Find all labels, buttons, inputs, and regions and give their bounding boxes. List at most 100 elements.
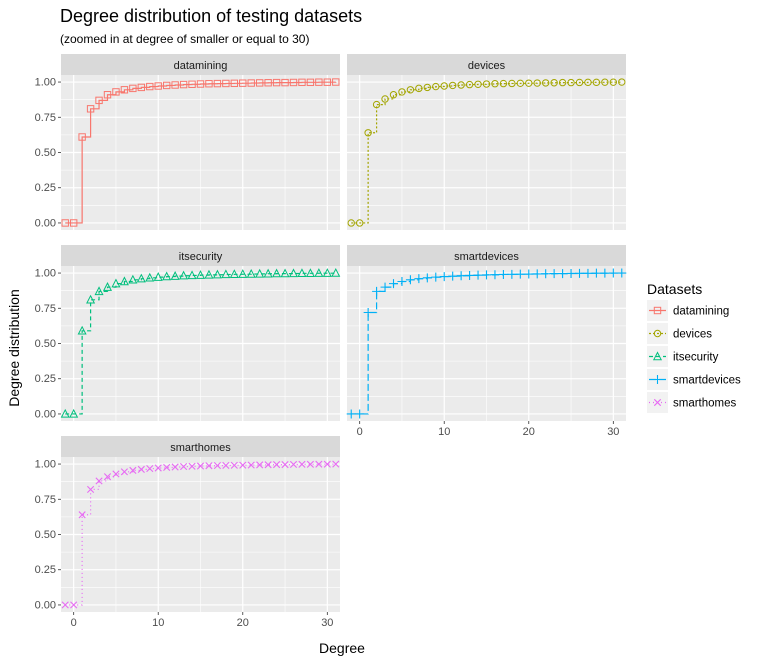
data-point (171, 463, 179, 471)
data-point (179, 80, 188, 89)
data-point (103, 473, 112, 481)
facet-strip (347, 245, 626, 266)
data-point (61, 601, 69, 609)
gridlines (61, 457, 340, 612)
data-point (188, 462, 196, 470)
y-tick-label: 0.25 (35, 564, 56, 576)
data-point (363, 308, 373, 317)
data-point (347, 219, 355, 227)
facet-strip-label: datamining (174, 60, 228, 72)
data-point (239, 461, 247, 469)
gridlines (347, 75, 626, 230)
data-point (533, 79, 541, 87)
facet-strip-label: smarthomes (170, 442, 231, 454)
chart-title: Degree distribution of testing datasets (60, 6, 362, 26)
facet-strip-label: itsecurity (179, 251, 223, 263)
data-point (239, 79, 247, 87)
data-point (128, 274, 138, 284)
data-point (222, 79, 230, 88)
data-point (465, 270, 475, 280)
data-point (112, 470, 120, 478)
data-point (297, 268, 307, 278)
data-point (405, 275, 415, 285)
data-point (600, 268, 610, 278)
data-point (154, 82, 162, 90)
data-point (549, 269, 559, 279)
legend-item-smarthomes: smarthomes (647, 392, 737, 413)
x-axis-label: Degree (319, 640, 365, 656)
data-point (170, 271, 180, 280)
legend-key-marker (653, 375, 662, 384)
data-point (195, 270, 206, 279)
y-tick-label: 1.00 (35, 77, 56, 89)
data-point (381, 95, 389, 103)
y-tick-label: 0.75 (35, 303, 56, 315)
legend: Datasets datamining devices itsecurity smar… (647, 281, 741, 413)
data-point (77, 325, 87, 335)
data-point (137, 83, 146, 92)
series-line-devices (351, 81, 623, 224)
data-point (246, 268, 256, 278)
legend-item-datamining: datamining (647, 300, 729, 321)
data-point (305, 268, 315, 278)
data-point (323, 460, 331, 468)
y-tick-label: 0.25 (35, 373, 56, 385)
data-point (532, 269, 542, 279)
data-point (516, 79, 525, 88)
legend-item-smartdevices: smartdevices (647, 369, 741, 390)
data-point (272, 268, 282, 278)
data-point (592, 78, 601, 87)
chart-subtitle: (zoomed in at degree of smaller or equal… (60, 32, 309, 46)
data-point (524, 269, 534, 279)
x-tick-label: 30 (607, 426, 619, 438)
legend-item-devices: devices (647, 323, 712, 344)
data-point (541, 79, 550, 87)
data-point (364, 129, 372, 137)
data-point (575, 78, 584, 87)
data-point (264, 79, 272, 87)
x-tick-label: 20 (237, 617, 249, 629)
data-point (491, 80, 499, 88)
data-point (95, 477, 103, 485)
data-point (120, 468, 128, 476)
facet-strip-label: smartdevices (454, 251, 519, 263)
data-point (61, 219, 69, 227)
data-point (423, 83, 432, 92)
data-point (86, 294, 96, 304)
legend-label: devices (673, 329, 712, 341)
data-point (162, 81, 171, 90)
data-point (389, 91, 398, 99)
series-points-smartdevices (346, 268, 627, 419)
facet-itsecurity: itsecurity 0.00 0.25 0.50 0.75 1.00 (35, 245, 341, 421)
data-point (205, 80, 213, 88)
data-point (129, 466, 137, 474)
data-point (247, 79, 255, 87)
data-point (112, 88, 120, 96)
data-point (162, 271, 172, 281)
data-point (331, 267, 341, 277)
facet-strip-label: devices (468, 60, 506, 72)
legend-title: Datasets (647, 281, 702, 297)
legend-label: datamining (673, 306, 729, 318)
data-point (69, 219, 78, 227)
data-point (498, 269, 508, 279)
y-tick-label: 1.00 (35, 459, 56, 471)
data-point (406, 86, 415, 94)
series-points-itsecurity (60, 267, 341, 418)
data-point (204, 269, 214, 279)
facet-strip (61, 245, 340, 266)
x-tick-label: 30 (321, 617, 333, 629)
x-tick-label: 10 (438, 426, 450, 438)
facet-strip (61, 54, 340, 75)
data-point (315, 460, 323, 468)
data-point (137, 465, 145, 473)
x-tick-label: 10 (152, 617, 164, 629)
facet-devices: devices (347, 54, 626, 230)
data-point (322, 268, 332, 277)
legend-key-marker (653, 329, 662, 338)
data-point (583, 268, 593, 278)
facet-panels: datamining 0.00 0.25 0.50 0.75 1.00 devices its… (35, 54, 627, 629)
data-point (323, 78, 332, 86)
data-point (314, 268, 324, 277)
series-points-smarthomes (61, 460, 340, 609)
